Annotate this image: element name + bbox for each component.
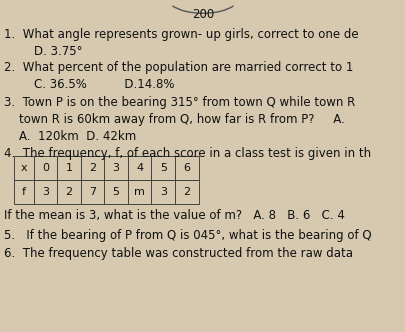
- Text: C. 36.5%          D.14.8%: C. 36.5% D.14.8%: [4, 78, 174, 91]
- Text: 5: 5: [112, 187, 119, 197]
- Text: 3: 3: [42, 187, 49, 197]
- Bar: [34, 180, 57, 204]
- Text: 2: 2: [183, 187, 190, 197]
- Text: x: x: [21, 163, 27, 173]
- Text: 4.  The frequency, f, of each score in a class test is given in th: 4. The frequency, f, of each score in a …: [4, 147, 370, 160]
- Text: 5: 5: [159, 163, 166, 173]
- Text: 2.  What percent of the population are married correct to 1: 2. What percent of the population are ma…: [4, 61, 353, 74]
- Text: 0: 0: [42, 163, 49, 173]
- Text: 5.   If the bearing of P from Q is 045°, what is the bearing of Q: 5. If the bearing of P from Q is 045°, w…: [4, 229, 371, 242]
- Text: 2: 2: [65, 187, 72, 197]
- Text: A.  120km  D. 42km: A. 120km D. 42km: [4, 130, 136, 143]
- Bar: [151, 156, 175, 180]
- Bar: [14, 180, 34, 204]
- Text: 200: 200: [192, 8, 213, 21]
- Bar: [57, 156, 81, 180]
- Text: f: f: [22, 187, 26, 197]
- Text: 7: 7: [89, 187, 96, 197]
- Text: 6.  The frequency table was constructed from the raw data: 6. The frequency table was constructed f…: [4, 247, 352, 260]
- Text: 2: 2: [89, 163, 96, 173]
- Text: 3.  Town P is on the bearing 315° from town Q while town R: 3. Town P is on the bearing 315° from to…: [4, 96, 354, 109]
- Bar: [175, 180, 198, 204]
- Text: 6: 6: [183, 163, 190, 173]
- Text: 1.  What angle represents grown- up girls, correct to one de: 1. What angle represents grown- up girls…: [4, 28, 358, 41]
- Bar: [104, 180, 128, 204]
- Text: 4: 4: [136, 163, 143, 173]
- Text: m: m: [134, 187, 145, 197]
- Bar: [34, 156, 57, 180]
- Text: 1: 1: [65, 163, 72, 173]
- Bar: [175, 156, 198, 180]
- Bar: [151, 180, 175, 204]
- Bar: [14, 156, 34, 180]
- Bar: [57, 180, 81, 204]
- Text: 3: 3: [159, 187, 166, 197]
- Text: D. 3.75°: D. 3.75°: [4, 45, 82, 58]
- Text: town R is 60km away from Q, how far is R from P?     A.: town R is 60km away from Q, how far is R…: [4, 113, 344, 126]
- Bar: [81, 156, 104, 180]
- Bar: [128, 156, 151, 180]
- Text: 3: 3: [112, 163, 119, 173]
- Bar: [128, 180, 151, 204]
- Text: If the mean is 3, what is the value of m?   A. 8   B. 6   C. 4: If the mean is 3, what is the value of m…: [4, 209, 344, 222]
- Bar: [81, 180, 104, 204]
- Bar: [104, 156, 128, 180]
